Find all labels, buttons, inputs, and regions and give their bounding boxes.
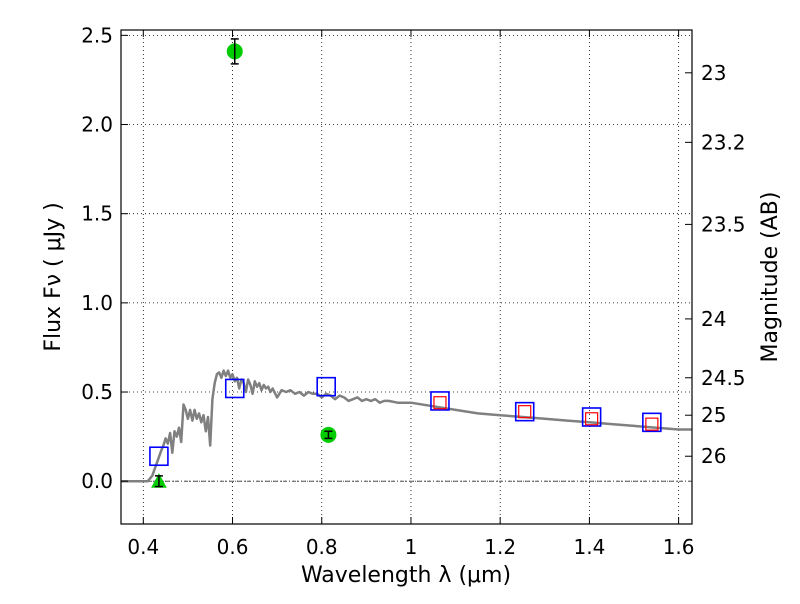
model-flux-square [430,391,450,411]
y-tick-label: 2.5 [81,23,113,47]
data-layer [121,369,692,483]
y-axis-label: Flux Fν ( μJy ) [41,202,66,351]
model-flux-square [149,446,169,467]
x-tick-label: 1.2 [484,535,516,559]
right-tick-label: 23 [701,61,726,85]
observed-flux-square [433,396,447,410]
x-tick-label: 0.6 [217,535,249,559]
model-flux-square [514,401,535,422]
y-tick-label: 1.5 [81,202,113,226]
model-flux-square [224,378,245,399]
y-tick-label: 1.0 [81,291,113,315]
model-flux-square [581,407,602,427]
right-tick-label: 24.5 [701,366,746,390]
x-tick-label: 1.4 [573,535,605,559]
model-flux-square [316,376,337,397]
tick-layer: 0.4 0.6 0.8 1 1.2 1.4 1.6 0.0 0.5 1.0 1.5 2.0 2.5 23 2… [81,23,745,559]
x-axis-label: Wavelength λ (μm) [301,563,511,588]
right-tick-label: 25 [701,403,726,427]
plot-frame [120,29,693,525]
y-tick-label: 2.0 [81,113,113,137]
sed-model-line [121,369,692,483]
x-tick-label: 0.4 [127,535,159,559]
right-tick-label: 24 [701,307,726,331]
observed-flux-square [518,405,532,419]
plot-background [121,30,692,524]
observed-flux-square [645,417,659,431]
observed-flux-square [585,412,599,426]
right-tick-label: 23.5 [701,212,746,236]
right-tick-label: 26 [701,444,726,468]
right-axis-label: Magnitude (AB) [758,192,783,363]
y-tick-label: 0.5 [81,380,113,404]
model-flux-square [642,412,662,433]
x-tick-label: 1 [405,535,418,559]
x-tick-label: 0.8 [306,535,338,559]
x-tick-label: 1.6 [663,535,695,559]
marker-layer [149,38,662,488]
y-tick-label: 0.0 [81,469,113,493]
right-tick-label: 23.2 [701,130,746,154]
